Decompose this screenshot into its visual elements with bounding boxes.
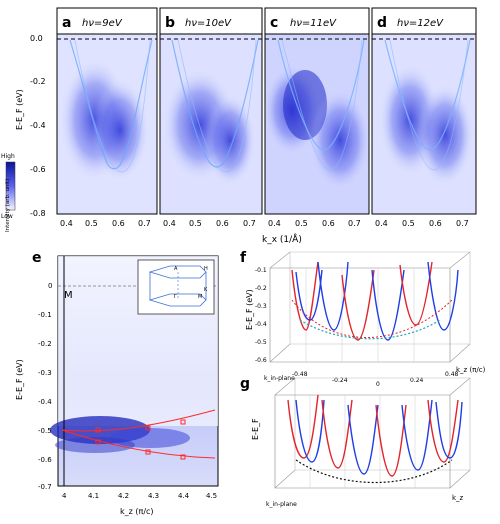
e-y-tick: -0.5: [38, 427, 52, 435]
top-x-tick: 0.7: [243, 219, 256, 228]
top-y-ticks: 0.0 -0.2 -0.4 -0.6 -0.8: [30, 34, 46, 218]
f-ylabel: E-E_F (eV): [245, 289, 254, 330]
energy-label-c: hν=11eV: [290, 18, 337, 29]
top-x-tick: 0.4: [163, 219, 176, 228]
f-x-tick: -0.24: [332, 377, 348, 384]
top-x-tick: 0.5: [189, 219, 202, 228]
e-x-tick: 4.3: [148, 492, 159, 500]
top-x-tick: 0.6: [429, 219, 442, 228]
energy-label-d: hν=12eV: [397, 18, 444, 29]
m-point-label: M: [64, 290, 73, 301]
e-y-tick: 0: [48, 282, 52, 290]
top-x-tick: 0.4: [60, 219, 73, 228]
panel-a: a hν=9eV: [56, 7, 158, 215]
top-y-tick: -0.2: [30, 77, 46, 86]
f-y-tick: -0.1: [255, 267, 267, 274]
colorbar: High Low Intensity (arb. unit): [1, 153, 16, 232]
panel-e-x-ticks: 4 4.1 4.2 4.3 4.4 4.5: [62, 492, 217, 500]
e-xlabel: k_z (π/c): [120, 507, 154, 516]
top-x-tick: 0.5: [85, 219, 98, 228]
e-y-tick: -0.3: [38, 369, 52, 377]
g-xlabel: k_z: [452, 494, 464, 502]
top-y-tick: -0.6: [30, 165, 46, 174]
panel-label-a: a: [62, 15, 71, 31]
top-x-tick: 0.4: [268, 219, 281, 228]
e-ylabel: E-E_F (eV): [15, 359, 24, 400]
top-x-tick: 0.6: [112, 219, 125, 228]
panel-f-x-ticks: -0.48 -0.24 0 0.24 0.48: [292, 371, 459, 388]
panel-e-y-ticks: 0 -0.1 -0.2 -0.3 -0.4 -0.5 -0.6 -0.7: [38, 282, 52, 491]
top-x-ticks: 0.4 0.5 0.6 0.7 0.4 0.5 0.6 0.7 0.4 0.5 …: [60, 219, 469, 228]
top-x-tick: 0.5: [402, 219, 415, 228]
e-x-tick: 4.4: [178, 492, 190, 500]
f-y-tick: -0.2: [255, 285, 267, 292]
panel-label-g: g: [240, 376, 250, 392]
e-x-tick: 4.5: [206, 492, 217, 500]
f-y-tick: -0.4: [255, 321, 267, 328]
panel-b: b hν=10eV: [159, 7, 263, 215]
colorbar-high: High: [1, 153, 15, 160]
top-x-tick: 0.6: [216, 219, 229, 228]
f-xlabel: k_z (π/c): [456, 366, 486, 374]
f-x-tick: -0.48: [292, 371, 308, 378]
top-x-tick: 0.4: [375, 219, 388, 228]
top-x-tick: 0.5: [295, 219, 308, 228]
inset-label-gamma: Γ: [174, 294, 177, 300]
top-y-tick: 0.0: [30, 34, 43, 43]
energy-label-a: hν=9eV: [82, 18, 123, 29]
inset-label-m: M: [198, 294, 202, 300]
f-x-tick: 0.24: [410, 377, 424, 384]
top-y-tick: -0.8: [30, 209, 46, 218]
e-y-tick: -0.7: [38, 483, 52, 491]
inset-label-k: K: [204, 287, 208, 293]
top-x-tick: 0.7: [138, 219, 151, 228]
colorbar-low: Low: [1, 213, 13, 220]
panel-label-e: e: [32, 250, 42, 266]
panel-f-y-ticks: -0.1 -0.2 -0.3 -0.4 -0.5 -0.6: [255, 267, 267, 364]
top-x-tick: 0.7: [456, 219, 469, 228]
panel-e: e M A H Γ K M: [32, 250, 219, 487]
g-ylabel: E-E_F: [251, 418, 260, 440]
panel-label-c: c: [270, 15, 278, 31]
e-y-tick: -0.4: [38, 398, 52, 406]
f-y-tick: -0.3: [255, 303, 267, 310]
panel-c: c hν=11eV: [264, 7, 370, 215]
e-x-tick: 4: [62, 492, 67, 500]
f-depth-label: k_in-plane: [264, 375, 295, 382]
energy-label-b: hν=10eV: [185, 18, 232, 29]
top-xlabel: k_x (1/Å): [262, 233, 302, 245]
top-y-tick: -0.4: [30, 121, 46, 130]
e-y-tick: -0.2: [38, 340, 52, 348]
f-y-tick: -0.6: [255, 357, 267, 364]
f-x-tick: 0: [376, 381, 380, 388]
g-depth-label: k_in-plane: [266, 501, 297, 508]
panel-g: g: [240, 376, 471, 489]
bz-inset: A H Γ K M: [137, 259, 215, 315]
panel-f: f: [240, 250, 471, 363]
top-ylabel: E-E_F (eV): [15, 89, 24, 130]
panel-label-d: d: [377, 15, 387, 31]
top-x-tick: 0.6: [322, 219, 335, 228]
e-y-tick: -0.6: [38, 456, 52, 464]
panel-d: d hν=12eV: [371, 7, 477, 215]
e-y-tick: -0.1: [38, 311, 52, 319]
panel-label-f: f: [240, 250, 247, 266]
colorbar-label: Intensity (arb. unit): [5, 179, 11, 232]
e-x-tick: 4.1: [88, 492, 99, 500]
top-x-tick: 0.7: [348, 219, 361, 228]
f-y-tick: -0.5: [255, 339, 267, 346]
f-x-tick: 0.48: [445, 371, 459, 378]
inset-label-h: H: [204, 266, 208, 272]
inset-label-a: A: [174, 266, 178, 272]
e-x-tick: 4.2: [118, 492, 129, 500]
panel-label-b: b: [165, 15, 175, 31]
